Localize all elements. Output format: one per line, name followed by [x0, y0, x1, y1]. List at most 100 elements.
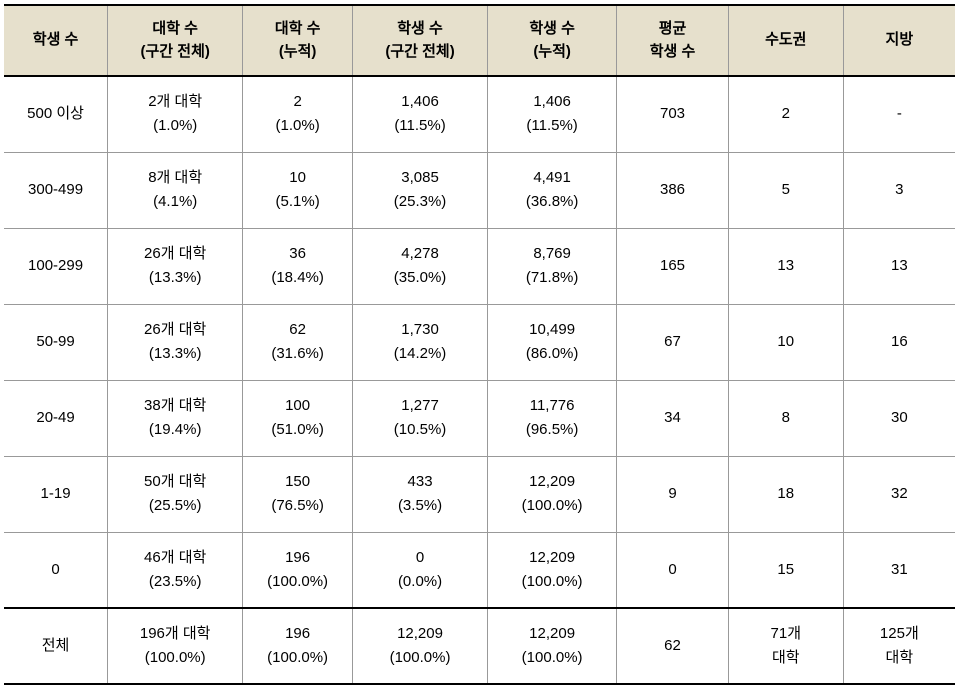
table-cell: 10(5.1%) — [243, 152, 353, 228]
header-cell: 평균학생 수 — [617, 5, 729, 76]
table-cell: 8개 대학(4.1%) — [108, 152, 243, 228]
cell-subtext: (3.5%) — [357, 494, 483, 518]
cell-text: 5 — [733, 178, 839, 202]
cell-subtext: (36.8%) — [492, 190, 612, 214]
table-cell: 3,085(25.3%) — [352, 152, 487, 228]
cell-text: 4,278 — [357, 242, 483, 266]
header-cell: 수도권 — [728, 5, 843, 76]
table-cell: 165 — [617, 228, 729, 304]
cell-text: 1,730 — [357, 318, 483, 342]
cell-text: 3 — [848, 178, 951, 202]
table-row: 500 이상2개 대학(1.0%)2(1.0%)1,406(11.5%)1,40… — [4, 76, 955, 152]
cell-subtext: (5.1%) — [247, 190, 348, 214]
table-cell: 10 — [728, 304, 843, 380]
cell-text: 125개 — [848, 622, 951, 646]
cell-text: 1-19 — [8, 482, 103, 506]
cell-subtext: (100.0%) — [492, 646, 612, 670]
table-cell: 2(1.0%) — [243, 76, 353, 152]
cell-text: 전체 — [8, 634, 103, 658]
cell-text: 62 — [621, 634, 724, 658]
table-cell: 67 — [617, 304, 729, 380]
cell-text: 12,209 — [357, 622, 483, 646]
cell-text: 8개 대학 — [112, 166, 238, 190]
cell-subtext: (100.0%) — [357, 646, 483, 670]
cell-text: 34 — [621, 406, 724, 430]
table-row: 1-1950개 대학(25.5%)150(76.5%)433(3.5%)12,2… — [4, 456, 955, 532]
cell-text: 13 — [733, 254, 839, 278]
table-cell: 1,406(11.5%) — [488, 76, 617, 152]
table-cell: 1-19 — [4, 456, 108, 532]
table-cell: 26개 대학(13.3%) — [108, 228, 243, 304]
table-cell: 100(51.0%) — [243, 380, 353, 456]
table-cell: 1,277(10.5%) — [352, 380, 487, 456]
cell-subtext: (51.0%) — [247, 418, 348, 442]
total-cell: 12,209(100.0%) — [352, 608, 487, 684]
table-cell: 18 — [728, 456, 843, 532]
cell-text: 46개 대학 — [112, 546, 238, 570]
cell-subtext: (96.5%) — [492, 418, 612, 442]
table-cell: 300-499 — [4, 152, 108, 228]
cell-text: 1,406 — [492, 90, 612, 114]
cell-text: 12,209 — [492, 622, 612, 646]
cell-text: 8 — [733, 406, 839, 430]
table-cell: 20-49 — [4, 380, 108, 456]
cell-subtext: (100.0%) — [492, 570, 612, 594]
cell-subtext: (13.3%) — [112, 342, 238, 366]
table-cell: 0 — [617, 532, 729, 608]
cell-text: 196 — [247, 622, 348, 646]
table-cell: 2 — [728, 76, 843, 152]
table-cell: 10,499(86.0%) — [488, 304, 617, 380]
cell-text: 12,209 — [492, 546, 612, 570]
cell-text: 36 — [247, 242, 348, 266]
table-cell: 62(31.6%) — [243, 304, 353, 380]
cell-text: 10 — [733, 330, 839, 354]
table-cell: 46개 대학(23.5%) — [108, 532, 243, 608]
table-cell: 8 — [728, 380, 843, 456]
table-cell: 34 — [617, 380, 729, 456]
cell-subtext: (4.1%) — [112, 190, 238, 214]
cell-subtext: (100.0%) — [247, 570, 348, 594]
table-cell: 1,406(11.5%) — [352, 76, 487, 152]
total-cell: 62 — [617, 608, 729, 684]
header-cell: 학생 수 — [4, 5, 108, 76]
cell-text: 386 — [621, 178, 724, 202]
table-row: 100-29926개 대학(13.3%)36(18.4%)4,278(35.0%… — [4, 228, 955, 304]
table-cell: 12,209(100.0%) — [488, 532, 617, 608]
cell-text: 11,776 — [492, 394, 612, 418]
cell-subtext: (0.0%) — [357, 570, 483, 594]
cell-text: 2 — [733, 102, 839, 126]
cell-text: 30 — [848, 406, 951, 430]
total-cell: 196개 대학(100.0%) — [108, 608, 243, 684]
table-cell: 0 — [4, 532, 108, 608]
cell-text: 26개 대학 — [112, 242, 238, 266]
cell-subtext: (25.5%) — [112, 494, 238, 518]
cell-subtext: (19.4%) — [112, 418, 238, 442]
cell-text: 100-299 — [8, 254, 103, 278]
table-cell: 26개 대학(13.3%) — [108, 304, 243, 380]
cell-text: 150 — [247, 470, 348, 494]
cell-text: 165 — [621, 254, 724, 278]
header-row: 학생 수 대학 수(구간 전체) 대학 수(누적) 학생 수(구간 전체) 학생… — [4, 5, 955, 76]
header-cell: 대학 수(누적) — [243, 5, 353, 76]
cell-text: 500 이상 — [8, 102, 103, 126]
cell-subtext: (71.8%) — [492, 266, 612, 290]
total-cell: 12,209(100.0%) — [488, 608, 617, 684]
cell-subtext: (100.0%) — [492, 494, 612, 518]
cell-subtext: (86.0%) — [492, 342, 612, 366]
cell-text: 196 — [247, 546, 348, 570]
table-cell: 16 — [843, 304, 955, 380]
cell-subtext: (1.0%) — [247, 114, 348, 138]
cell-subtext: (23.5%) — [112, 570, 238, 594]
table-cell: 11,776(96.5%) — [488, 380, 617, 456]
table-cell: 433(3.5%) — [352, 456, 487, 532]
cell-subtext: (11.5%) — [492, 114, 612, 138]
cell-text: 50-99 — [8, 330, 103, 354]
cell-subtext: 대학 — [848, 646, 951, 670]
cell-text: 67 — [621, 330, 724, 354]
cell-text: 3,085 — [357, 166, 483, 190]
cell-subtext: (14.2%) — [357, 342, 483, 366]
cell-text: 0 — [621, 558, 724, 582]
cell-text: - — [848, 102, 951, 126]
cell-text: 16 — [848, 330, 951, 354]
total-cell: 125개대학 — [843, 608, 955, 684]
